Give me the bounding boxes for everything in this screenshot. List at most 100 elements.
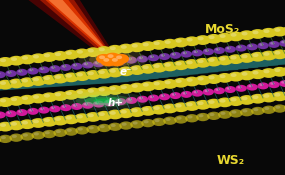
Circle shape bbox=[75, 126, 89, 135]
Circle shape bbox=[44, 118, 50, 122]
Circle shape bbox=[67, 129, 72, 132]
Circle shape bbox=[63, 114, 79, 124]
Circle shape bbox=[170, 52, 181, 59]
Circle shape bbox=[118, 44, 134, 53]
Circle shape bbox=[84, 63, 88, 65]
Circle shape bbox=[228, 72, 244, 82]
Circle shape bbox=[129, 83, 145, 92]
Circle shape bbox=[225, 86, 236, 93]
Circle shape bbox=[66, 51, 72, 55]
Circle shape bbox=[259, 43, 264, 46]
Circle shape bbox=[192, 90, 203, 97]
Circle shape bbox=[206, 34, 222, 44]
Circle shape bbox=[209, 100, 215, 104]
Circle shape bbox=[74, 89, 90, 99]
Circle shape bbox=[118, 108, 134, 118]
Circle shape bbox=[183, 52, 187, 54]
Circle shape bbox=[154, 106, 160, 110]
Circle shape bbox=[172, 93, 176, 96]
Circle shape bbox=[198, 59, 204, 63]
Circle shape bbox=[184, 77, 200, 86]
Circle shape bbox=[151, 40, 167, 50]
Circle shape bbox=[96, 54, 112, 64]
Circle shape bbox=[195, 35, 211, 45]
Circle shape bbox=[143, 43, 149, 46]
Circle shape bbox=[16, 109, 28, 116]
Circle shape bbox=[205, 89, 209, 92]
Circle shape bbox=[0, 97, 13, 107]
Circle shape bbox=[0, 71, 6, 78]
Circle shape bbox=[166, 118, 171, 121]
Circle shape bbox=[29, 109, 33, 111]
Circle shape bbox=[248, 44, 253, 47]
Circle shape bbox=[63, 72, 79, 82]
Circle shape bbox=[264, 107, 269, 110]
Ellipse shape bbox=[76, 94, 133, 107]
Circle shape bbox=[33, 55, 39, 59]
Circle shape bbox=[118, 66, 134, 76]
Circle shape bbox=[30, 53, 46, 63]
Circle shape bbox=[19, 119, 35, 129]
Circle shape bbox=[88, 114, 94, 117]
Circle shape bbox=[104, 59, 115, 66]
Circle shape bbox=[159, 53, 170, 60]
Circle shape bbox=[105, 53, 121, 62]
Circle shape bbox=[129, 107, 145, 117]
Circle shape bbox=[44, 76, 50, 80]
Circle shape bbox=[96, 111, 112, 121]
Circle shape bbox=[253, 71, 258, 75]
Circle shape bbox=[165, 40, 171, 44]
Circle shape bbox=[132, 67, 138, 70]
Circle shape bbox=[129, 65, 145, 75]
Circle shape bbox=[162, 79, 178, 89]
Circle shape bbox=[100, 57, 116, 66]
Circle shape bbox=[66, 116, 72, 120]
Circle shape bbox=[253, 108, 258, 111]
Circle shape bbox=[259, 83, 264, 86]
Circle shape bbox=[263, 94, 270, 98]
Circle shape bbox=[96, 86, 112, 96]
Circle shape bbox=[130, 120, 144, 128]
Circle shape bbox=[150, 96, 154, 98]
Circle shape bbox=[71, 103, 82, 110]
Circle shape bbox=[107, 68, 123, 77]
Circle shape bbox=[60, 64, 72, 71]
Circle shape bbox=[195, 58, 211, 68]
Circle shape bbox=[0, 57, 13, 67]
Circle shape bbox=[8, 56, 24, 66]
Circle shape bbox=[181, 51, 192, 58]
Circle shape bbox=[0, 123, 2, 133]
Circle shape bbox=[99, 112, 105, 116]
Circle shape bbox=[170, 92, 181, 99]
Circle shape bbox=[194, 91, 198, 93]
Circle shape bbox=[113, 54, 129, 64]
Circle shape bbox=[97, 124, 111, 132]
Circle shape bbox=[116, 55, 122, 59]
Circle shape bbox=[41, 52, 57, 62]
Circle shape bbox=[0, 99, 6, 102]
Circle shape bbox=[226, 87, 231, 90]
Circle shape bbox=[110, 87, 116, 90]
Circle shape bbox=[209, 58, 215, 62]
Circle shape bbox=[196, 113, 210, 121]
Circle shape bbox=[118, 84, 134, 94]
Circle shape bbox=[84, 103, 88, 106]
Circle shape bbox=[88, 89, 94, 93]
Circle shape bbox=[133, 121, 138, 125]
Circle shape bbox=[21, 132, 34, 141]
Circle shape bbox=[173, 38, 189, 47]
Circle shape bbox=[77, 50, 83, 54]
Circle shape bbox=[154, 41, 160, 45]
Circle shape bbox=[187, 38, 193, 41]
Circle shape bbox=[241, 55, 248, 58]
Circle shape bbox=[41, 75, 57, 85]
Circle shape bbox=[89, 126, 94, 130]
Circle shape bbox=[151, 80, 167, 90]
Circle shape bbox=[99, 125, 105, 128]
Circle shape bbox=[253, 53, 258, 57]
Circle shape bbox=[203, 48, 214, 55]
Circle shape bbox=[263, 70, 270, 73]
Circle shape bbox=[140, 41, 156, 51]
Circle shape bbox=[88, 49, 94, 52]
Circle shape bbox=[247, 43, 258, 50]
